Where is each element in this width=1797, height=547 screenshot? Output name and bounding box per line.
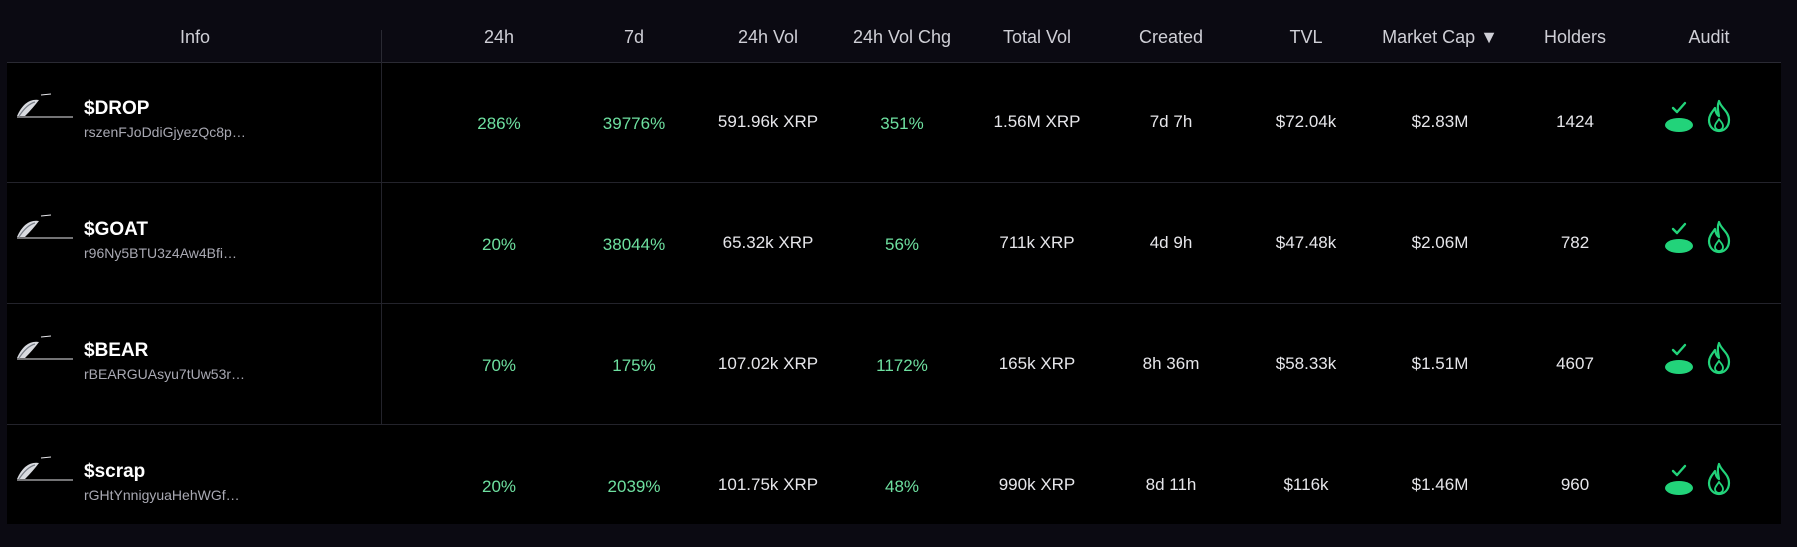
burn-flame-icon[interactable]: [1705, 341, 1733, 375]
token-address[interactable]: rszenFJoDdiGjyezQc8p…: [84, 124, 246, 140]
header-divider: [381, 30, 382, 62]
tvl-value: $58.33k: [1275, 354, 1337, 373]
created-age: 7d 7h: [1149, 112, 1193, 131]
market-cap-value: $2.83M: [1411, 112, 1469, 131]
token-logo-icon: [17, 93, 73, 118]
market-cap-value: $2.06M: [1411, 233, 1469, 252]
audit-check-icon[interactable]: [1663, 340, 1695, 376]
change-24h: 20%: [481, 235, 517, 254]
table-row[interactable]: $GOAT r96Ny5BTU3z4Aw4Bfi… 20% 38044% 65.…: [7, 183, 1781, 304]
col-header-holders[interactable]: Holders: [1543, 27, 1607, 47]
audit-check-icon[interactable]: [1663, 219, 1695, 255]
col-header-info[interactable]: Info: [179, 27, 211, 47]
holders-count: 4607: [1556, 354, 1594, 373]
token-symbol[interactable]: $GOAT: [84, 219, 149, 240]
change-7d: 38044%: [602, 235, 666, 254]
audit-check-icon[interactable]: [1663, 461, 1695, 497]
volume-24h: 101.75k XRP: [717, 475, 819, 494]
burn-flame-icon[interactable]: [1705, 99, 1733, 133]
volume-24h: 591.96k XRP: [717, 112, 819, 131]
col-header-7d[interactable]: 7d: [623, 27, 645, 47]
col-header-tvl[interactable]: TVL: [1289, 27, 1323, 47]
token-logo-icon: [17, 335, 73, 360]
token-info[interactable]: $scrap rGHtYnnigyuaHehWGf…: [7, 425, 381, 545]
total-volume: 165k XRP: [998, 354, 1076, 373]
burn-flame-icon[interactable]: [1705, 220, 1733, 254]
volume-change-24h: 48%: [884, 477, 920, 496]
token-info[interactable]: $DROP rszenFJoDdiGjyezQc8p…: [7, 62, 382, 182]
created-age: 8h 36m: [1142, 354, 1200, 373]
table-row[interactable]: $DROP rszenFJoDdiGjyezQc8p… 286% 39776% …: [7, 62, 1781, 183]
change-24h: 20%: [481, 477, 517, 496]
created-age: 4d 9h: [1149, 233, 1193, 252]
col-header-audit: Audit: [1688, 27, 1730, 47]
token-info[interactable]: $GOAT r96Ny5BTU3z4Aw4Bfi…: [7, 183, 382, 303]
holders-count: 960: [1560, 475, 1590, 494]
audit-badges: [1663, 219, 1743, 263]
table-row[interactable]: $scrap rGHtYnnigyuaHehWGf… 20% 2039% 101…: [7, 425, 1781, 545]
col-header-created[interactable]: Created: [1138, 27, 1204, 47]
total-volume: 711k XRP: [999, 233, 1075, 252]
volume-24h: 65.32k XRP: [722, 233, 814, 252]
token-symbol[interactable]: $scrap: [84, 461, 146, 482]
audit-check-icon[interactable]: [1663, 98, 1695, 134]
col-header-total-vol[interactable]: Total Vol: [1002, 27, 1072, 47]
audit-badges: [1663, 461, 1743, 505]
volume-24h: 107.02k XRP: [717, 354, 819, 373]
token-symbol[interactable]: $DROP: [84, 98, 150, 119]
token-table: Info 24h 7d 24h Vol 24h Vol Chg Total Vo…: [7, 0, 1781, 524]
total-volume: 1.56M XRP: [993, 112, 1081, 131]
volume-change-24h: 56%: [884, 235, 920, 254]
tvl-value: $72.04k: [1275, 112, 1337, 131]
token-logo-icon: [17, 456, 73, 481]
token-address[interactable]: rBEARGUAsyu7tUw53r…: [84, 366, 246, 382]
total-volume: 990k XRP: [998, 475, 1076, 494]
table-row[interactable]: $BEAR rBEARGUAsyu7tUw53r… 70% 175% 107.0…: [7, 304, 1781, 425]
token-info[interactable]: $BEAR rBEARGUAsyu7tUw53r…: [7, 304, 382, 424]
audit-badges: [1663, 98, 1743, 142]
tvl-value: $116k: [1283, 475, 1329, 494]
col-header-market-cap[interactable]: Market Cap ▼: [1382, 27, 1498, 47]
col-header-24h[interactable]: 24h: [483, 27, 515, 47]
audit-badges: [1663, 340, 1743, 384]
token-logo-icon: [17, 214, 73, 239]
change-24h: 286%: [477, 114, 521, 133]
change-7d: 2039%: [607, 477, 661, 496]
col-header-24h-vol-chg[interactable]: 24h Vol Chg: [852, 27, 952, 47]
table-header: Info 24h 7d 24h Vol 24h Vol Chg Total Vo…: [7, 0, 1781, 63]
token-address[interactable]: r96Ny5BTU3z4Aw4Bfi…: [84, 245, 238, 261]
token-symbol[interactable]: $BEAR: [84, 340, 149, 361]
holders-count: 782: [1560, 233, 1590, 252]
change-7d: 39776%: [602, 114, 666, 133]
market-cap-value: $1.46M: [1411, 475, 1469, 494]
token-address[interactable]: rGHtYnnigyuaHehWGf…: [84, 487, 240, 503]
market-cap-value: $1.51M: [1411, 354, 1469, 373]
tvl-value: $47.48k: [1275, 233, 1337, 252]
change-7d: 175%: [612, 356, 656, 375]
burn-flame-icon[interactable]: [1705, 462, 1733, 496]
change-24h: 70%: [481, 356, 517, 375]
col-header-24h-vol[interactable]: 24h Vol: [737, 27, 799, 47]
volume-change-24h: 1172%: [876, 356, 928, 375]
created-age: 8d 11h: [1145, 475, 1197, 494]
holders-count: 1424: [1556, 112, 1594, 131]
volume-change-24h: 351%: [880, 114, 924, 133]
